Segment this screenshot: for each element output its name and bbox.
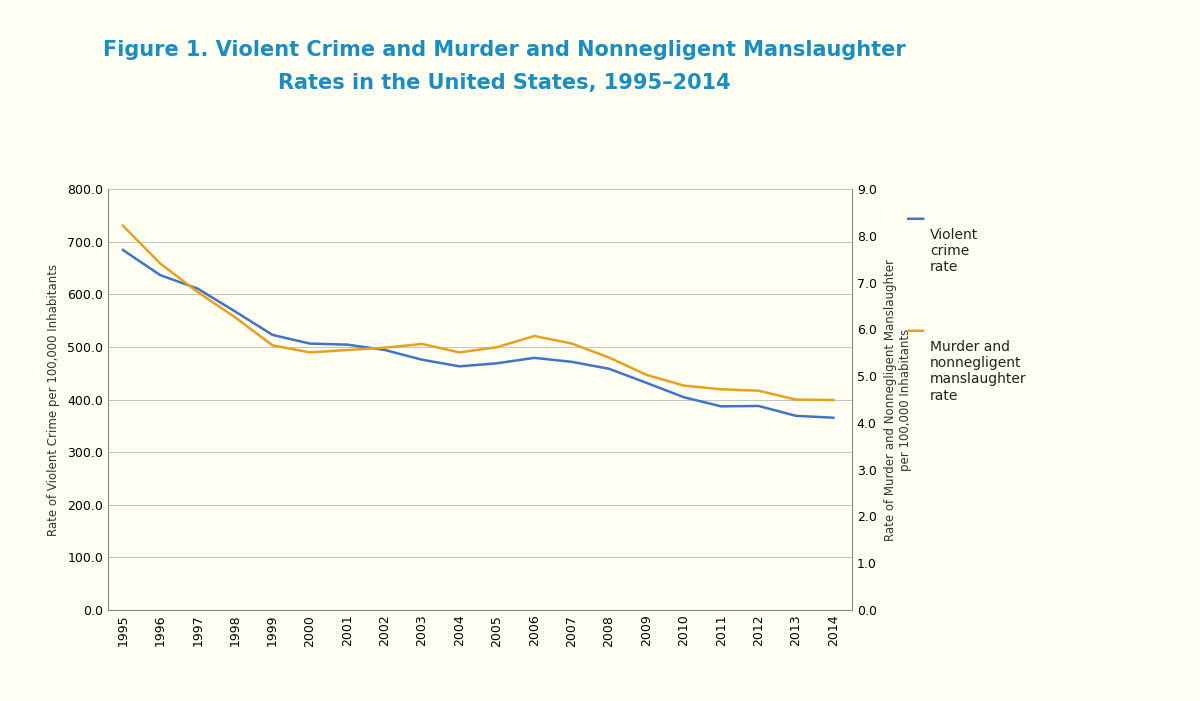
Text: Murder and
nonnegligent
manslaughter
rate: Murder and nonnegligent manslaughter rat… xyxy=(930,340,1027,402)
Y-axis label: Rate of Violent Crime per 100,000 Inhabitants: Rate of Violent Crime per 100,000 Inhabi… xyxy=(47,264,60,536)
Y-axis label: Rate of Murder and Nonnegligent Manslaughter
per 100,000 Inhabitants: Rate of Murder and Nonnegligent Manslaug… xyxy=(884,259,912,540)
Text: —: — xyxy=(906,210,925,229)
Text: Rates in the United States, 1995–2014: Rates in the United States, 1995–2014 xyxy=(277,72,731,93)
Text: Violent
crime
rate: Violent crime rate xyxy=(930,228,978,274)
Text: Figure 1. Violent Crime and Murder and Nonnegligent Manslaughter: Figure 1. Violent Crime and Murder and N… xyxy=(103,39,905,60)
Text: —: — xyxy=(906,322,925,341)
